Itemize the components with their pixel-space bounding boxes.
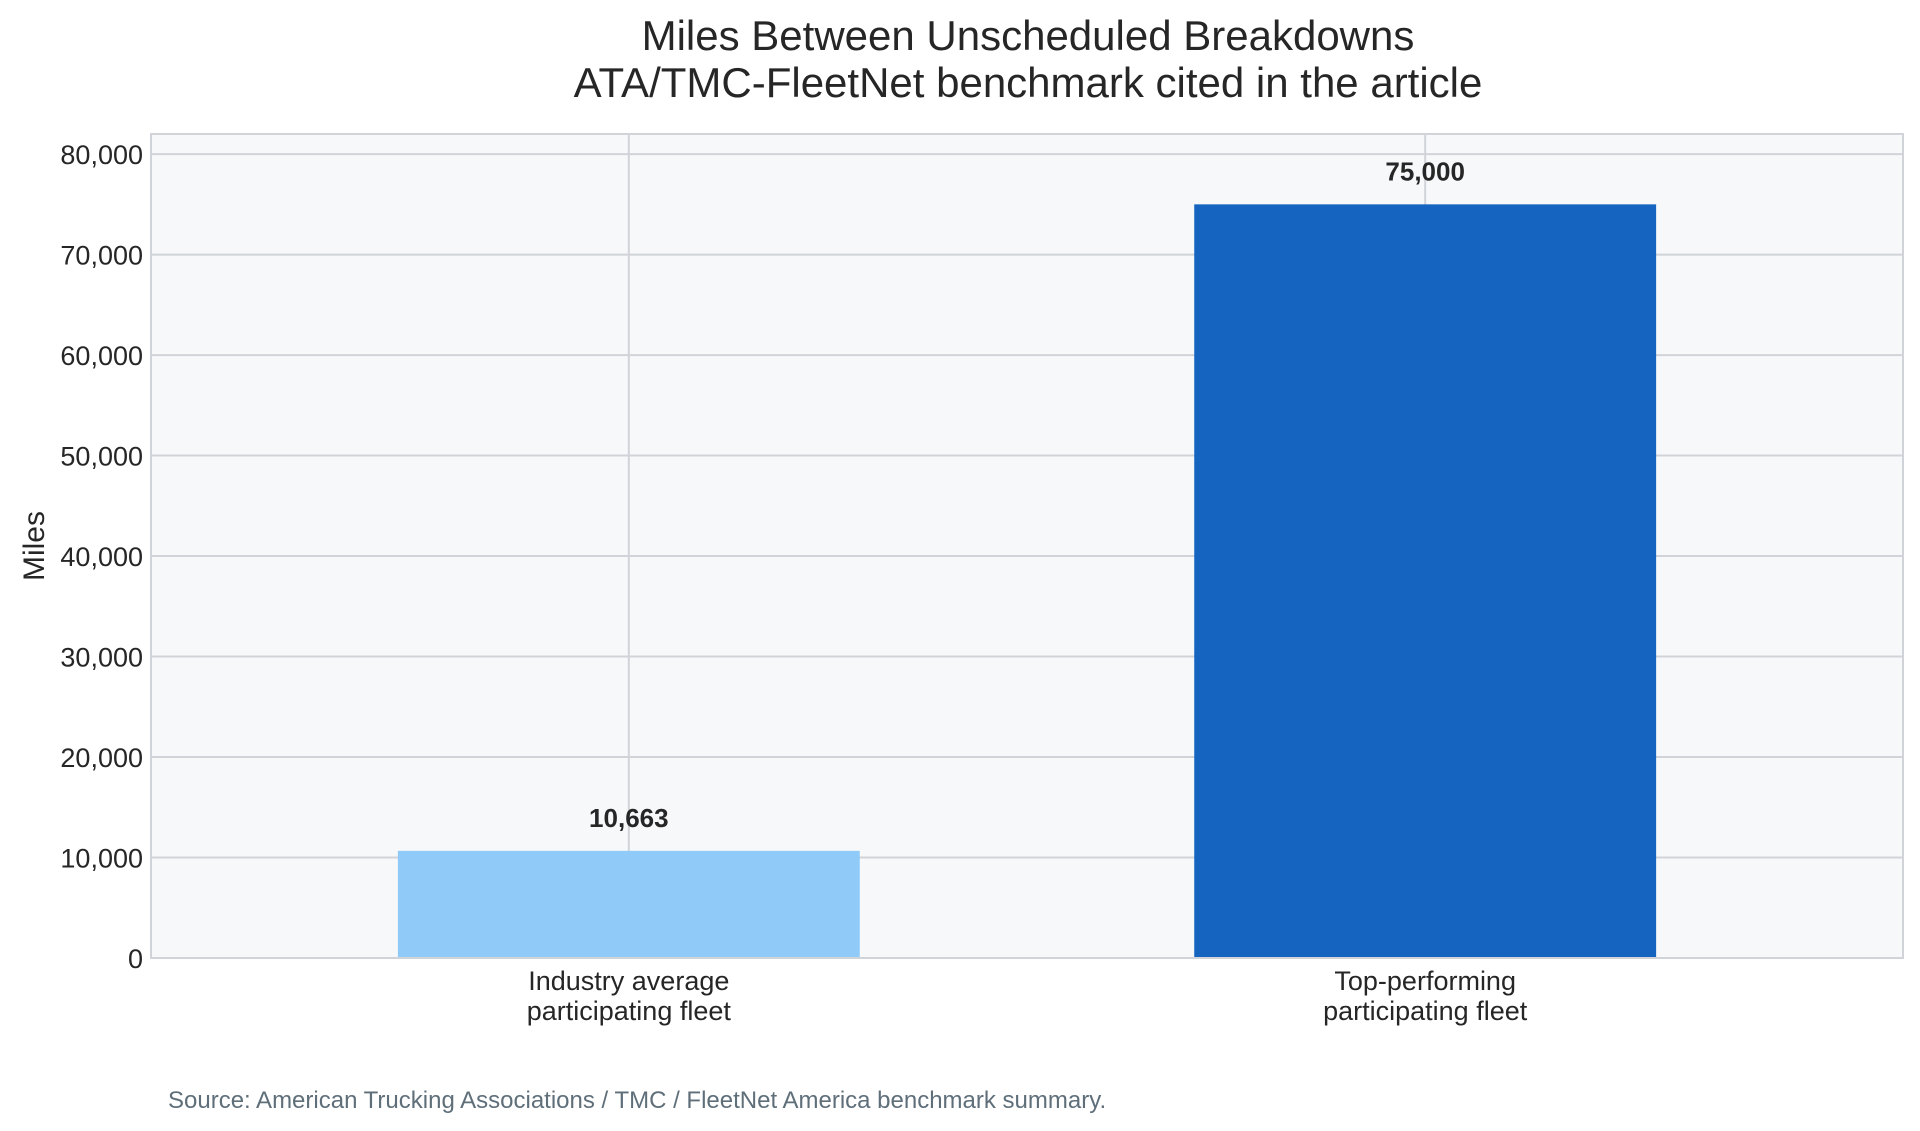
y-tick-label: 10,000 [60,844,143,874]
chart-title-line-1: Miles Between Unscheduled Breakdowns [642,12,1415,59]
x-tick-label: participating fleet [1323,996,1528,1026]
bar-data-labels: 10,663 75,000 [589,156,1465,833]
plot-frame [150,133,1904,959]
x-tick-label: participating fleet [527,996,732,1026]
bars [397,204,1657,959]
bar-value-label: 10,663 [589,803,669,833]
y-tick-labels: 0 10,000 20,000 30,000 40,000 50,000 60,000 70,… [60,140,143,974]
y-tick-label: 20,000 [60,743,143,773]
chart-title-line-2: ATA/TMC-FleetNet benchmark cited in the … [574,59,1483,106]
x-tick-label: Top-performing [1334,966,1516,996]
y-tick-label: 30,000 [60,643,143,673]
y-tick-label: 80,000 [60,140,143,170]
bar [397,850,860,958]
y-tick-label: 0 [128,944,143,974]
y-axis-label: Miles [18,511,51,581]
bar [1194,204,1657,959]
y-tick-label: 60,000 [60,341,143,371]
bar-value-label: 75,000 [1385,156,1465,186]
y-tick-label: 50,000 [60,442,143,472]
x-tick-label: Industry average [528,966,729,996]
y-tick-label: 40,000 [60,542,143,572]
y-tick-label: 70,000 [60,241,143,271]
source-note: Source: American Trucking Associations /… [168,1087,1106,1114]
